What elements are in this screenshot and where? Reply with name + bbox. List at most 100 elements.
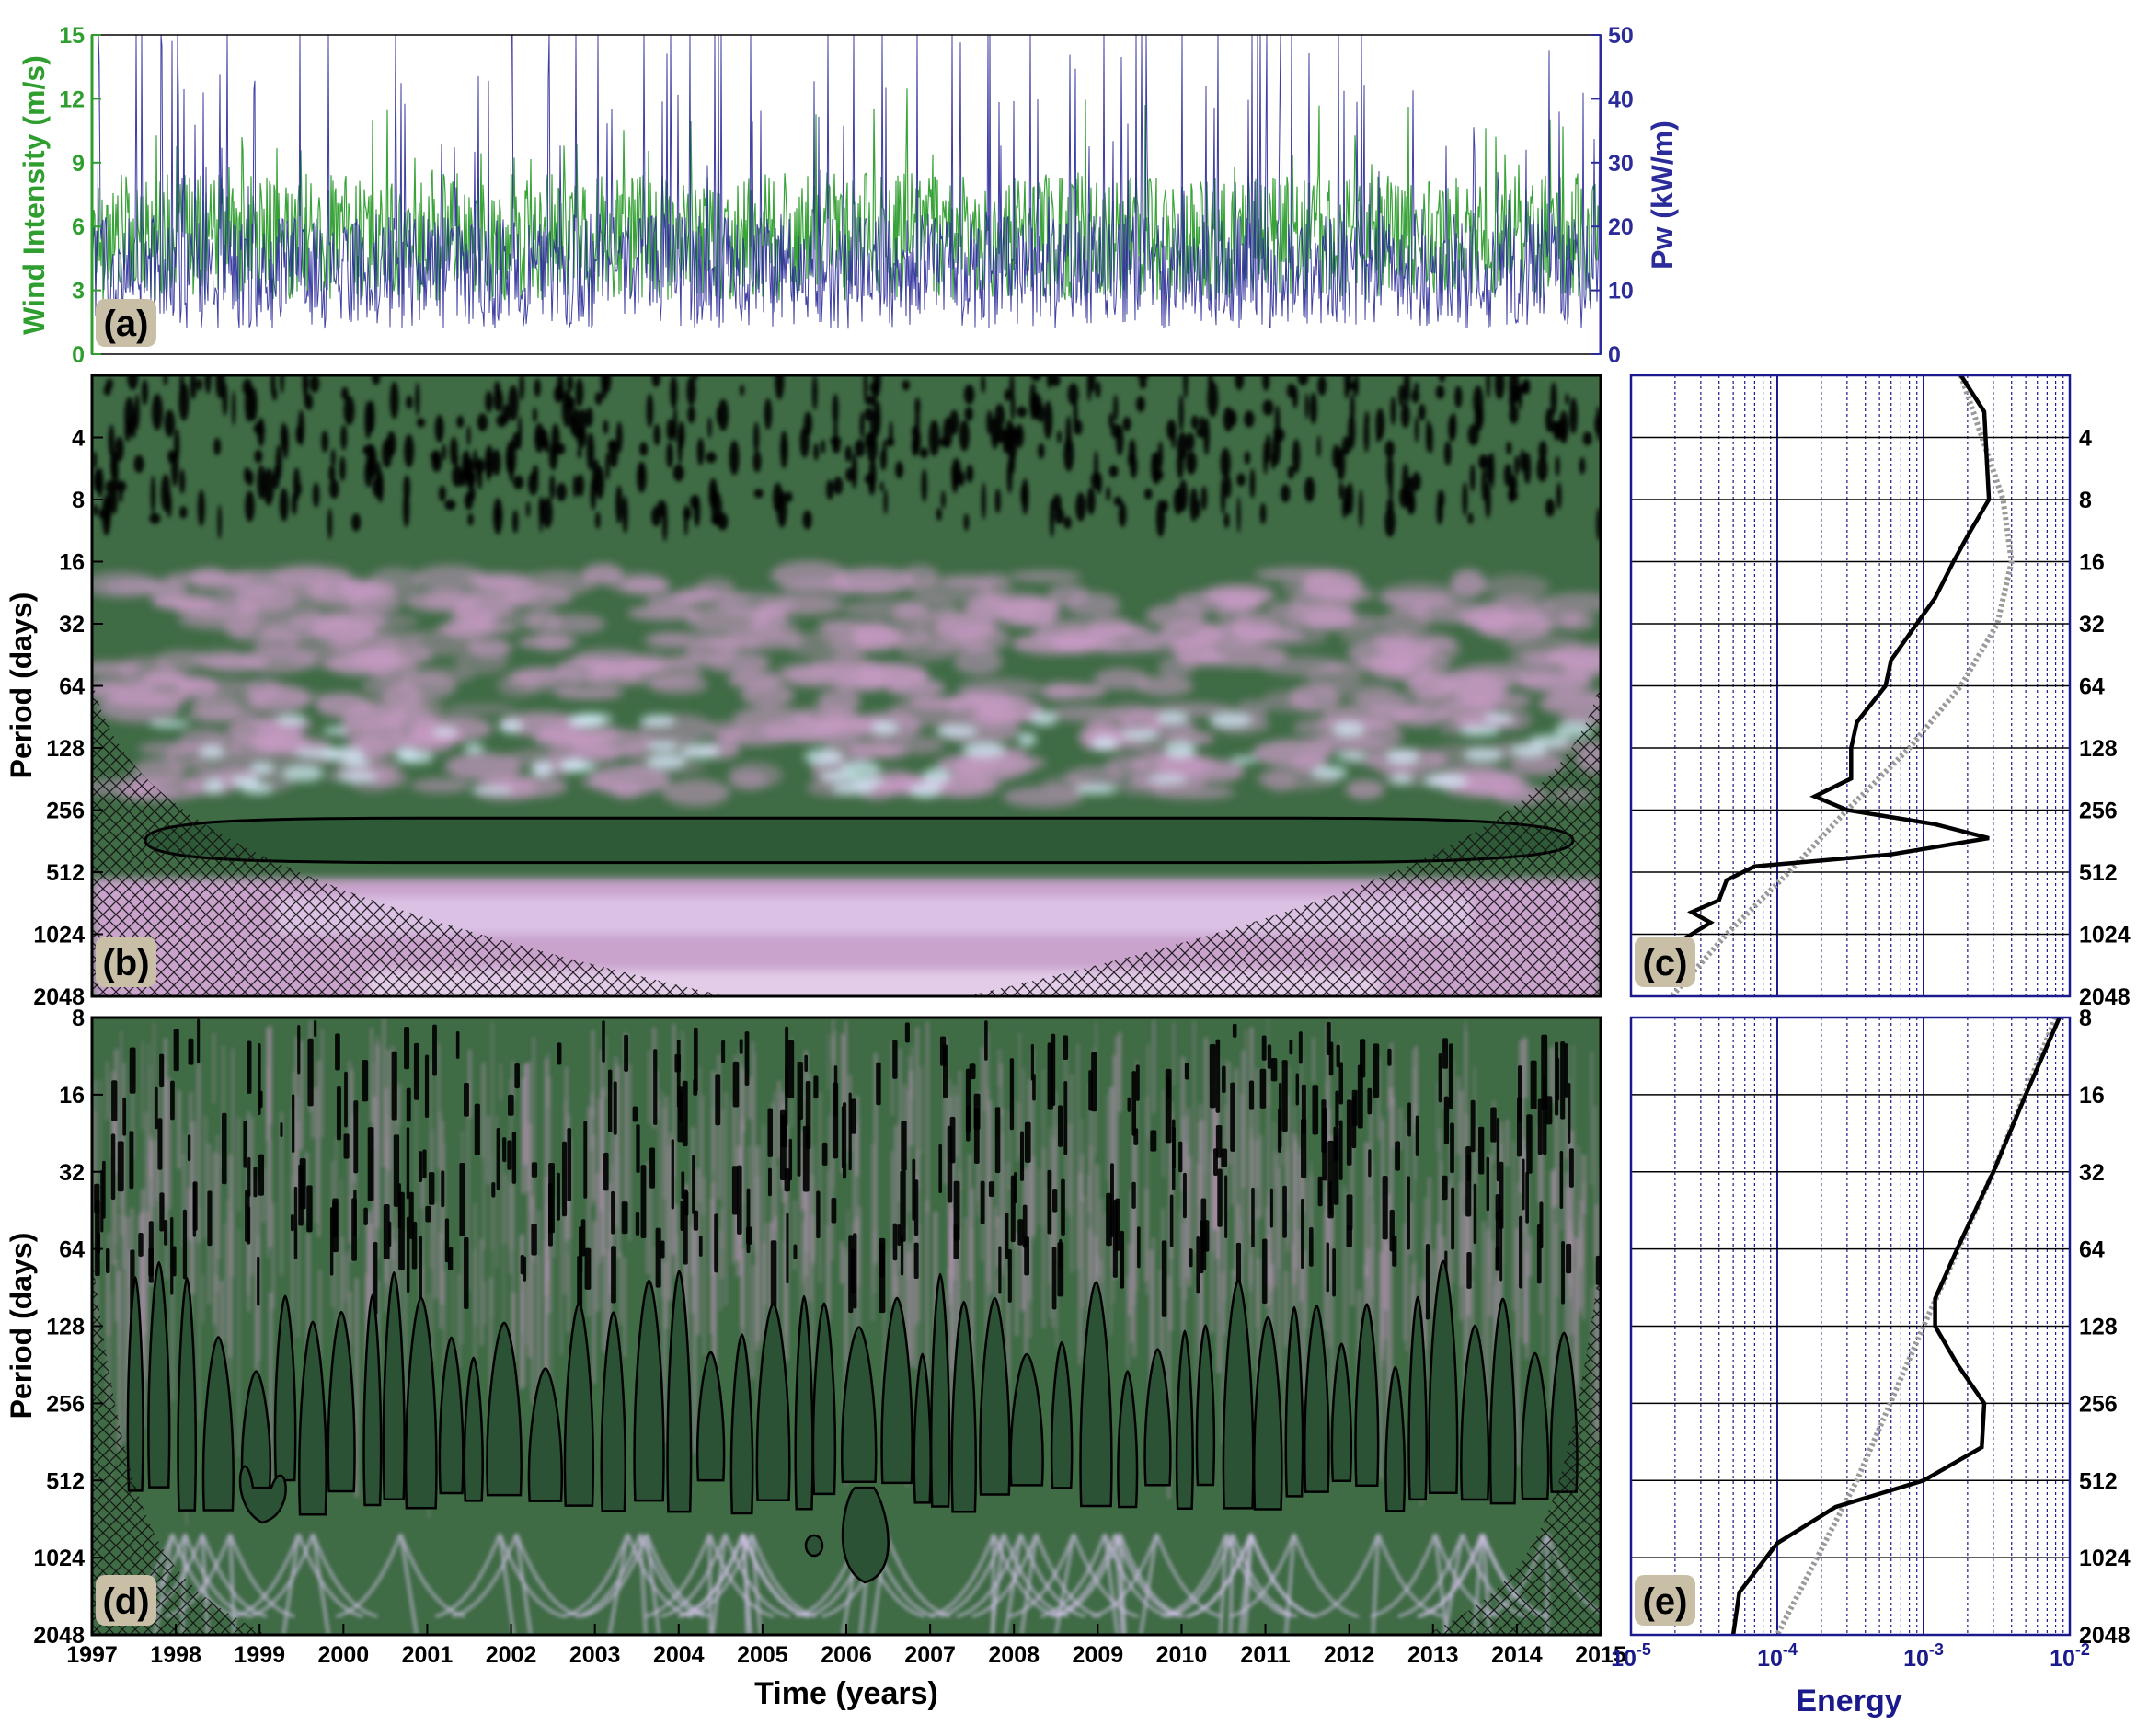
significant-spot (533, 408, 537, 423)
spectrum-blob (410, 777, 471, 794)
significant-spot (572, 475, 578, 499)
spectrum-blob (975, 707, 1020, 721)
significant-lobe (126, 1276, 144, 1492)
significant-spot (854, 439, 866, 458)
spectrum-streak (1256, 1068, 1259, 1220)
spectrum-streak (1222, 1272, 1224, 1444)
spectrum-blob (255, 630, 298, 658)
spectrum-streak (692, 1227, 694, 1450)
significant-spot (1545, 1096, 1553, 1125)
spectrum-peak (871, 721, 899, 734)
spectrum-streak (1522, 1035, 1525, 1234)
significant-spot (291, 492, 297, 515)
spectrum-streak (92, 1111, 96, 1202)
timeseries-lines (92, 35, 1601, 329)
significant-lobe (327, 1310, 356, 1493)
spectrum-streak (663, 1107, 666, 1200)
significant-spot (566, 375, 574, 392)
significant-spot (1443, 1096, 1450, 1144)
significant-spot (1259, 502, 1267, 524)
spectrum-streak (1167, 1276, 1171, 1500)
significant-lobe (177, 1276, 198, 1512)
spectrum-streak (1582, 1182, 1586, 1320)
significant-lobe (695, 1351, 726, 1482)
significant-spot (607, 1069, 613, 1132)
significant-spot (1286, 383, 1295, 398)
spectrum-streak (1152, 1237, 1155, 1397)
significant-spot (1308, 1226, 1314, 1267)
spectrum-streak (1005, 1161, 1009, 1378)
significant-spot (466, 425, 471, 446)
panel-label-box (96, 299, 156, 347)
spectrum-streak (592, 1220, 596, 1384)
panel-label-box (96, 1575, 156, 1626)
significant-spot (1024, 1121, 1031, 1163)
spectrum-streak (198, 1206, 201, 1422)
significant-spot (1473, 385, 1484, 418)
significant-spot (292, 1094, 295, 1154)
significant-spot (770, 1240, 777, 1317)
spectrum-streak (340, 1236, 344, 1369)
significant-spot (247, 1040, 252, 1094)
spectrum-peak (203, 778, 224, 794)
spectrum-peak (1230, 755, 1258, 765)
spectrum-streak (1578, 1216, 1582, 1315)
significant-spot (672, 464, 684, 482)
spectrum-streak (500, 1063, 501, 1101)
significant-spot (1297, 375, 1309, 386)
ytick-label: 16 (2079, 550, 2105, 576)
spectrum-streak (156, 1140, 159, 1201)
significant-spot (1346, 1224, 1352, 1247)
significant-spot (775, 375, 785, 400)
significant-spot (1438, 1052, 1442, 1103)
significant-lobe (755, 1303, 791, 1501)
spectrum-peak (909, 784, 942, 799)
spectrum-blob (1046, 705, 1123, 722)
significant-spot (901, 1121, 907, 1171)
spectrum-streak (718, 1229, 722, 1311)
significant-spot (683, 1189, 688, 1265)
significant-spot (109, 450, 117, 478)
spectrum-streak (1008, 1109, 1011, 1190)
significant-spot (249, 387, 258, 421)
spectrum-streak (1277, 1167, 1281, 1382)
ytick-label: 8 (2079, 488, 2092, 513)
significant-spot (389, 381, 399, 420)
spectrum-blob (817, 619, 867, 631)
spectrum-streak (802, 1221, 804, 1286)
significant-spot (897, 1224, 902, 1247)
spectrum-streak (1512, 1141, 1515, 1311)
spectrum-streak (1087, 1174, 1090, 1213)
ytick-label: 8 (72, 1006, 85, 1031)
significant-spot (1172, 1126, 1176, 1169)
spectrum-streak (131, 1082, 134, 1159)
series-line-power (92, 35, 1601, 329)
significant-spot (1236, 496, 1241, 534)
significant-spot (1061, 1178, 1065, 1236)
low-frequency-ridge (1185, 1533, 1315, 1635)
significant-spot (363, 1207, 368, 1225)
spectrum-streak (1414, 1104, 1417, 1179)
significant-spot (586, 432, 595, 471)
significant-spot (912, 425, 920, 440)
spectrum-streak (648, 1050, 650, 1124)
significant-lobe (438, 1336, 465, 1495)
spectrum-streak (798, 1147, 802, 1328)
spectrum-streak (899, 1048, 902, 1202)
spectrum-peak (1121, 730, 1159, 741)
significant-spot (467, 512, 474, 526)
significant-spot (1520, 449, 1526, 472)
significant-spot (1063, 516, 1072, 529)
significant-spot (92, 504, 98, 516)
significant-spot (557, 1042, 562, 1065)
significant-spot (1442, 1175, 1448, 1201)
spectrum-streak (668, 1146, 671, 1300)
significant-spot (1057, 1242, 1064, 1297)
significant-spot (984, 1020, 988, 1061)
significant-spot (1499, 1161, 1504, 1229)
spectrum-streak (1549, 1047, 1554, 1103)
spectrum-streak (968, 1154, 971, 1281)
spectrum-streak (1104, 1213, 1106, 1328)
spectrum-peak (804, 748, 844, 765)
significant-spot (682, 1080, 688, 1147)
